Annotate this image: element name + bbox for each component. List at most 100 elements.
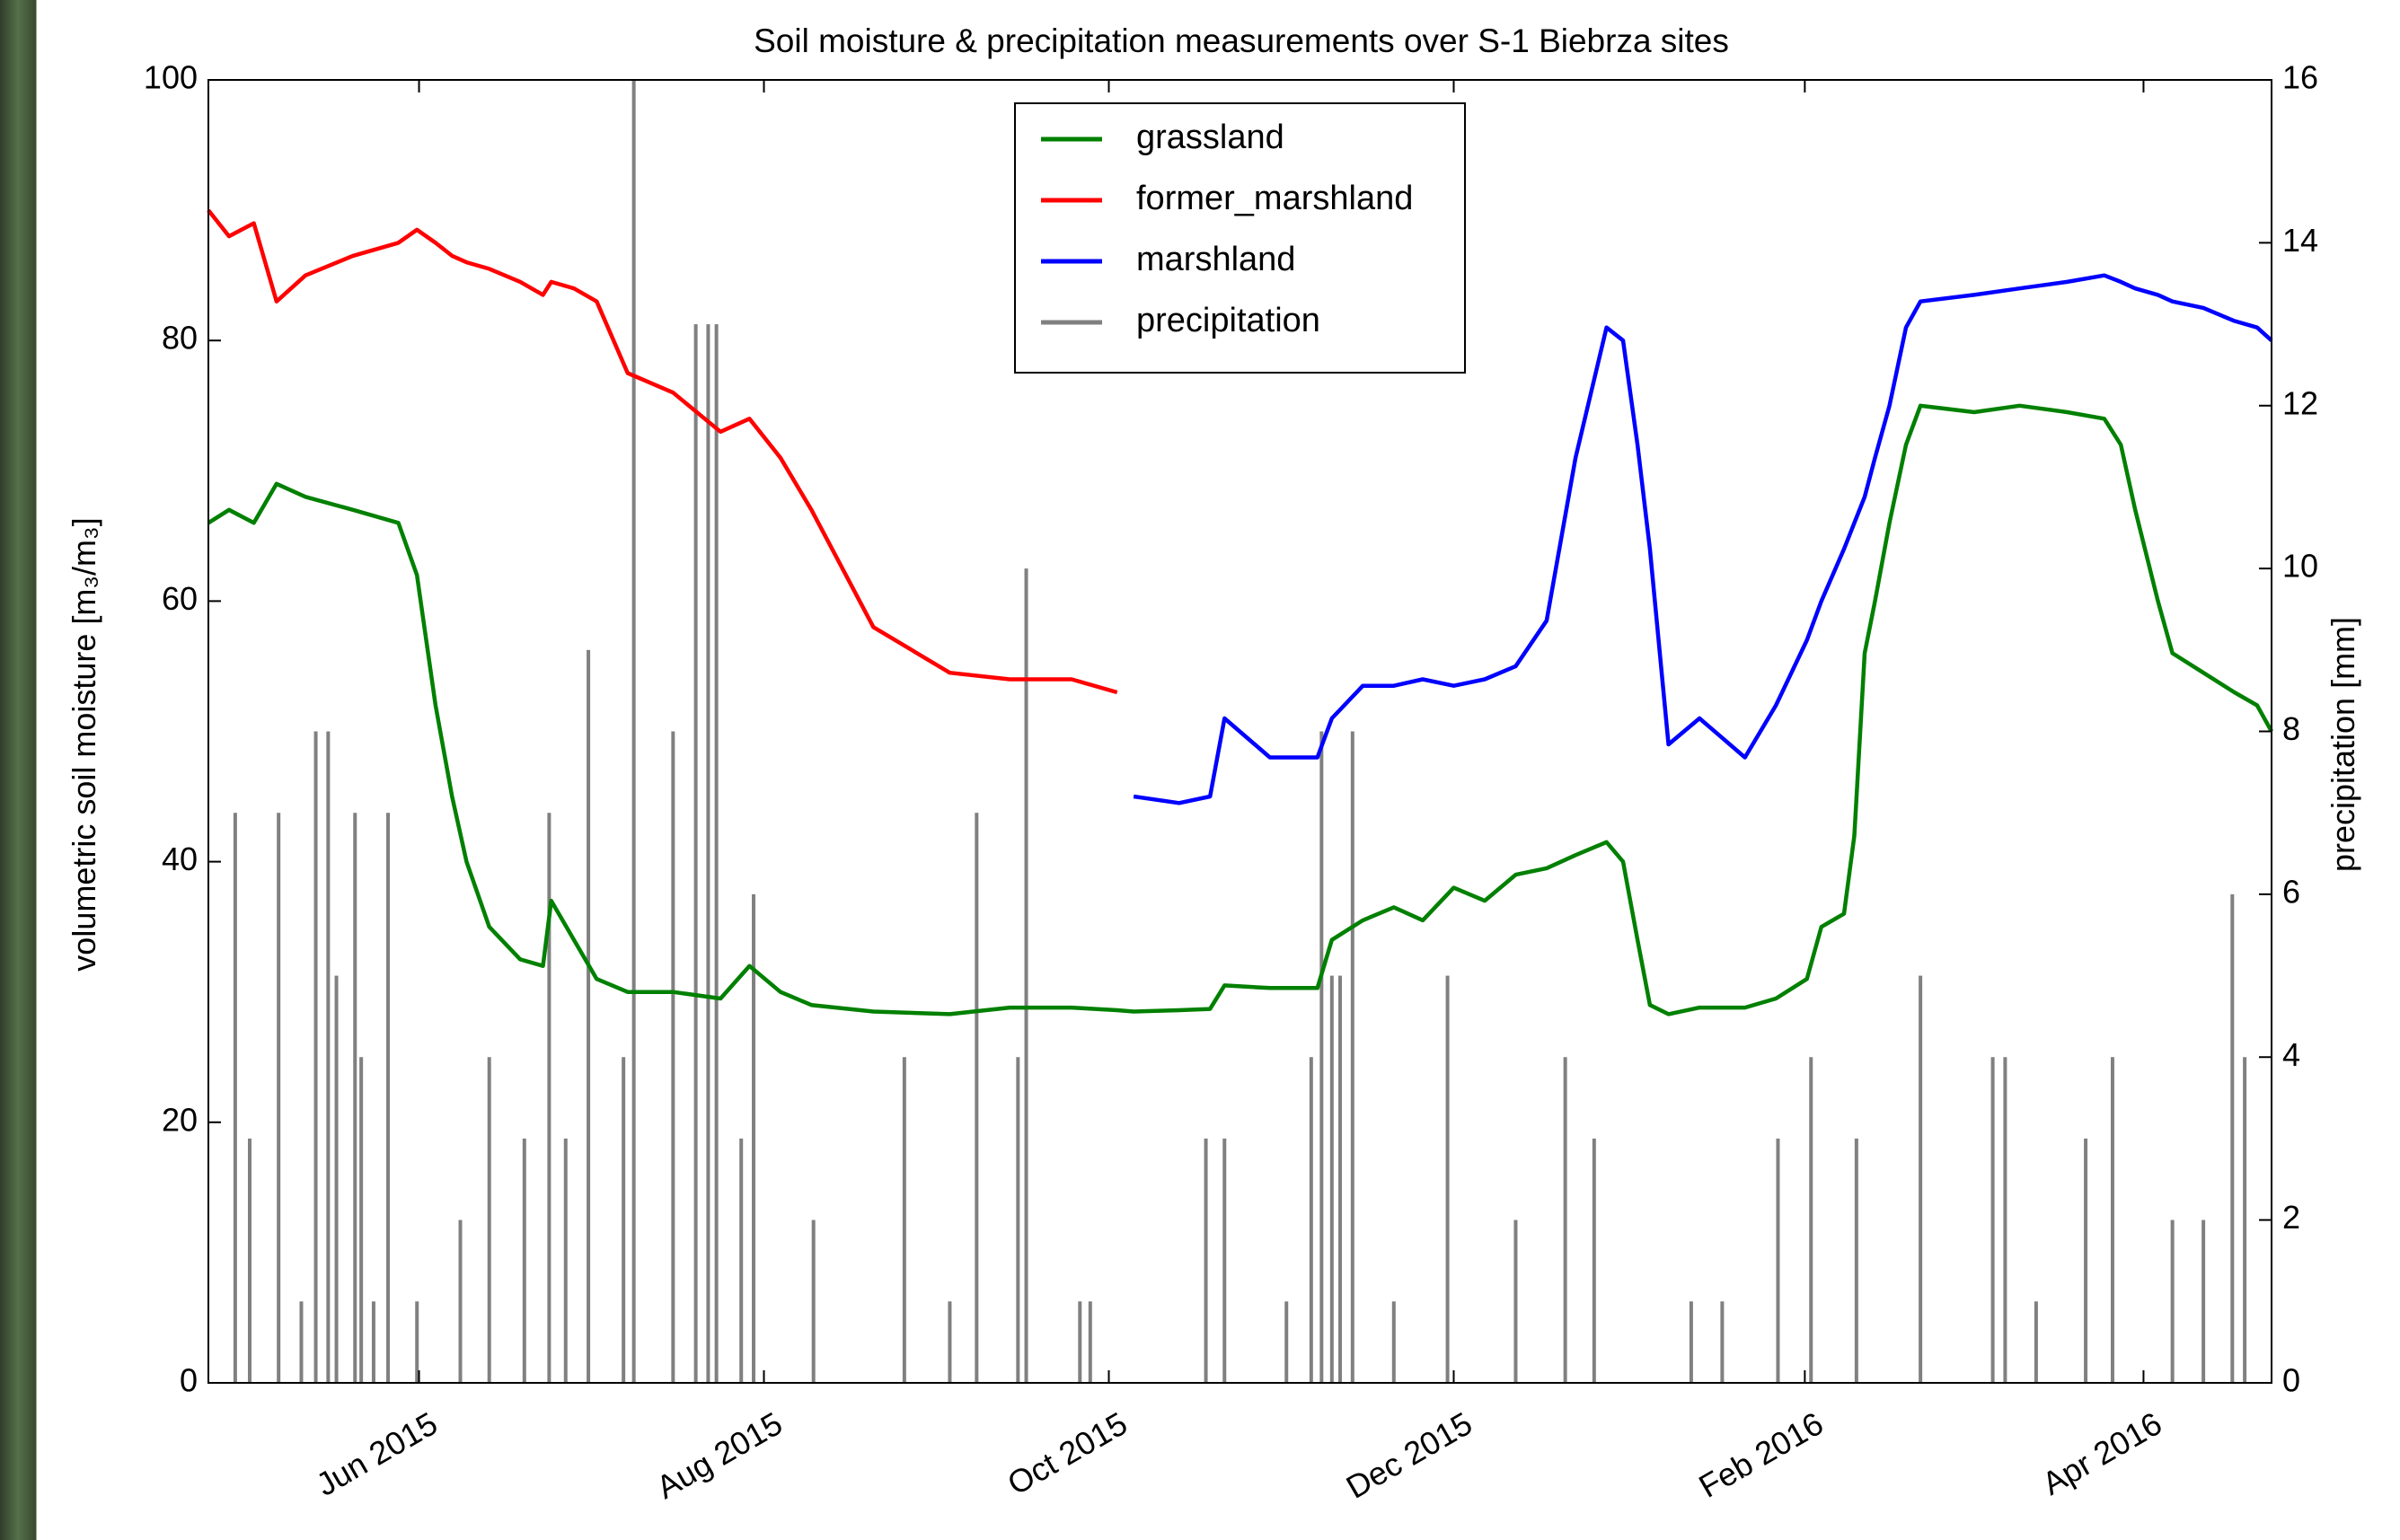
precipitation-bar (1445, 975, 1450, 1383)
precipitation-bar (233, 813, 237, 1383)
y2-tick-label: 10 (2282, 548, 2318, 585)
series-line (1133, 273, 2273, 805)
precipitation-bar (277, 813, 281, 1383)
precipitation-bar (752, 893, 756, 1383)
y2-tick-label: 12 (2282, 384, 2318, 421)
precipitation-bar (693, 324, 698, 1383)
precipitation-bar (1809, 1057, 1813, 1383)
precipitation-bar (353, 813, 357, 1383)
screenshot-frame: Soil moisture & precipitation measuremen… (37, 13, 2400, 1540)
precipitation-bar (359, 1057, 364, 1383)
precipitation-bar (299, 1301, 304, 1383)
series-line (207, 403, 2273, 1016)
precipitation-bar (975, 813, 979, 1383)
x-tick-label: Dec 2015 (1340, 1404, 1478, 1506)
precipitation-bar (334, 975, 339, 1383)
precipitation-bar (671, 731, 675, 1383)
legend-label: grassland (1136, 119, 1284, 156)
y2-tick-label: 14 (2282, 222, 2318, 259)
x-tick-label: Jun 2015 (310, 1404, 444, 1503)
precipitation-bar (1776, 1138, 1780, 1383)
precipitation-bar (326, 731, 331, 1383)
precipitation-bar (1563, 1057, 1567, 1383)
series-line (207, 208, 1118, 695)
precipitation-bar (313, 731, 318, 1383)
precipitation-bar (1204, 1138, 1208, 1383)
precipitation-bar (1338, 975, 1343, 1383)
legend-label: precipitation (1136, 302, 1320, 339)
precipitation-bars (233, 80, 2247, 1383)
lines (207, 208, 2273, 1016)
precipitation-bar (1329, 975, 1334, 1383)
y-tick-label: 80 (162, 320, 198, 356)
precipitation-bar (622, 1057, 626, 1383)
precipitation-bar (547, 813, 551, 1383)
precipitation-bar (386, 813, 391, 1383)
y2-tick-label: 6 (2282, 873, 2300, 910)
precipitation-bar (1284, 1301, 1289, 1383)
precipitation-bar (487, 1057, 491, 1383)
precipitation-bar (1854, 1138, 1858, 1383)
precipitation-bar (1513, 1219, 1518, 1383)
y2-tick-label: 16 (2282, 59, 2318, 96)
precipitation-bar (2201, 1219, 2206, 1383)
chart-title: Soil moisture & precipitation measuremen… (754, 22, 1729, 59)
precipitation-bar (2034, 1301, 2038, 1383)
precipitation-bar (2230, 893, 2235, 1383)
y-tick-label: 60 (162, 580, 198, 617)
precipitation-bar (706, 324, 710, 1383)
precipitation-bar (1990, 1057, 1995, 1383)
precipitation-bar (371, 1301, 375, 1383)
precipitation-bar (902, 1057, 906, 1383)
legend: grassland former_marshland marshland precip… (1014, 102, 1466, 374)
precipitation-bar (2170, 1219, 2175, 1383)
precipitation-bar (1024, 568, 1028, 1383)
x-tick-label: Aug 2015 (650, 1404, 789, 1506)
x-tick-label: Apr 2016 (2036, 1404, 2168, 1502)
y2-axis-label: precipitation [mm] (2325, 617, 2361, 872)
precipitation-bar (2110, 1057, 2114, 1383)
y-axis-label: volumetric soil moisture [m₃/m₃] (66, 517, 102, 971)
precipitation-bar (587, 649, 591, 1383)
y-tick-label: 0 (180, 1362, 198, 1399)
precipitation-bar (811, 1219, 816, 1383)
x-tick-label: Feb 2016 (1692, 1404, 1829, 1505)
precipitation-bar (2243, 1057, 2247, 1383)
y2-tick-label: 8 (2282, 710, 2300, 747)
precipitation-bar (1319, 731, 1324, 1383)
precipitation-bar (1078, 1301, 1082, 1383)
precipitation-bar (739, 1138, 744, 1383)
precipitation-bar (247, 1138, 251, 1383)
legend-box (1014, 102, 1466, 374)
y-tick-label: 100 (144, 59, 198, 96)
precipitation-bar (1222, 1138, 1227, 1383)
legend-label: former_marshland (1136, 180, 1413, 217)
precipitation-bar (1309, 1057, 1313, 1383)
x-tick-label: Oct 2015 (1001, 1404, 1134, 1502)
y2-tick-label: 2 (2282, 1199, 2300, 1236)
precipitation-bar (948, 1301, 952, 1383)
precipitation-bar (1391, 1301, 1396, 1383)
precipitation-bar (2084, 1138, 2088, 1383)
precipitation-bar (563, 1138, 568, 1383)
precipitation-bar (714, 324, 719, 1383)
precipitation-bar (522, 1138, 526, 1383)
precipitation-bar (1919, 975, 1923, 1383)
chart: Soil moisture & precipitation measuremen… (66, 22, 2361, 1506)
precipitation-bar (1088, 1301, 1092, 1383)
precipitation-bar (1689, 1301, 1693, 1383)
y-tick-label: 40 (162, 840, 198, 877)
precipitation-bar (2003, 1057, 2007, 1383)
precipitation-bar (1016, 1057, 1020, 1383)
precipitation-bar (415, 1301, 419, 1383)
precipitation-bar (1350, 731, 1354, 1383)
precipitation-bar (1720, 1301, 1725, 1383)
precipitation-bar (631, 80, 636, 1383)
y2-tick-label: 0 (2282, 1362, 2300, 1399)
precipitation-bar (458, 1219, 463, 1383)
legend-label: marshland (1136, 241, 1295, 278)
y-tick-label: 20 (162, 1101, 198, 1138)
precipitation-bar (1592, 1138, 1596, 1383)
y2-tick-label: 4 (2282, 1036, 2300, 1073)
